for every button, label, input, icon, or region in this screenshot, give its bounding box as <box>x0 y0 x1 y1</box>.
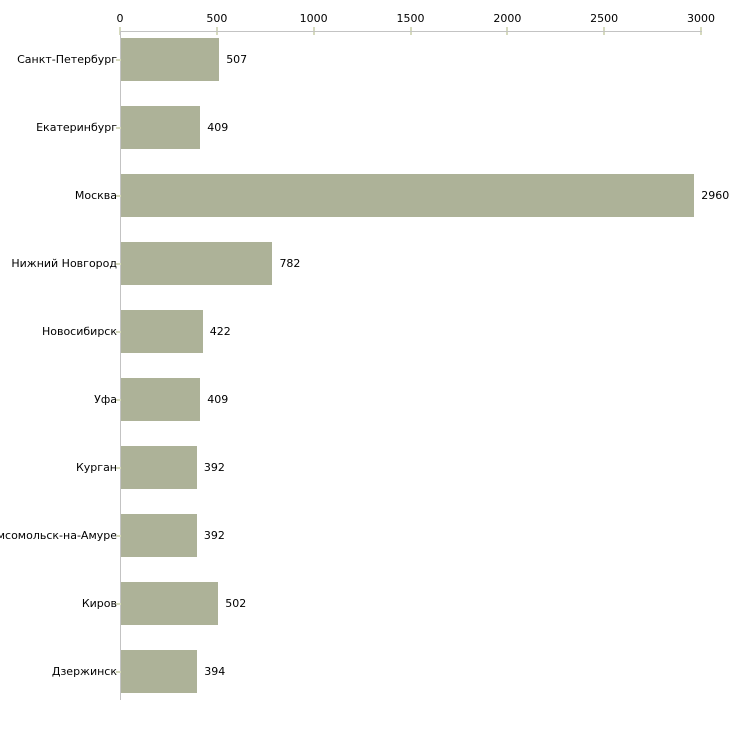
category-label: Дзержинск <box>51 664 117 678</box>
bar <box>121 514 197 557</box>
bar <box>121 106 201 149</box>
category-label: Екатеринбург <box>36 120 117 134</box>
bar-value-label: 507 <box>226 52 248 66</box>
bar-value-label: 392 <box>203 460 225 474</box>
bar-value-label: 502 <box>225 596 247 610</box>
category-tick-mark <box>116 194 122 197</box>
x-axis-tick-label: 2500 <box>590 12 619 25</box>
bar-value-label: 394 <box>204 664 226 678</box>
bar <box>121 446 197 489</box>
bar <box>121 378 201 421</box>
x-axis-line <box>120 31 702 32</box>
bar-value-label: 409 <box>207 392 229 406</box>
bar-value-label: 782 <box>279 256 301 270</box>
bar-value-label: 2960 <box>701 188 730 202</box>
category-label: Курган <box>75 460 117 474</box>
category-tick-mark <box>116 670 122 673</box>
bar <box>121 242 273 285</box>
category-label: Киров <box>81 596 117 610</box>
bar <box>121 310 203 353</box>
x-axis-tick-label: 0 <box>116 12 124 25</box>
category-label: Новосибирск <box>41 324 117 338</box>
category-tick-mark <box>116 534 122 537</box>
bar <box>121 38 220 81</box>
category-label: Москва <box>74 188 117 202</box>
category-label: Уфа <box>94 392 117 406</box>
x-axis-tick-label: 1000 <box>299 12 328 25</box>
category-tick-mark <box>116 466 122 469</box>
category-label: мсомольск-на-Амуре <box>0 528 117 542</box>
bar-value-label: 409 <box>207 120 229 134</box>
x-axis-tick-label: 2000 <box>493 12 522 25</box>
y-axis-line <box>120 31 121 700</box>
category-label: Санкт-Петербург <box>17 52 117 66</box>
category-tick-mark <box>116 330 122 333</box>
bar <box>121 650 198 693</box>
bar <box>121 582 219 625</box>
bar-value-label: 422 <box>209 324 231 338</box>
category-label: Нижний Новгород <box>11 256 117 270</box>
category-tick-mark <box>116 398 122 401</box>
x-axis-tick-label: 500 <box>206 12 228 25</box>
x-axis-tick-label: 3000 <box>687 12 715 25</box>
x-axis-tick-label: 1500 <box>396 12 425 25</box>
category-tick-mark <box>116 602 122 605</box>
bar-value-label: 392 <box>203 528 225 542</box>
bar <box>121 174 695 217</box>
category-tick-mark <box>116 58 122 61</box>
category-tick-mark <box>116 126 122 129</box>
category-tick-mark <box>116 262 122 265</box>
